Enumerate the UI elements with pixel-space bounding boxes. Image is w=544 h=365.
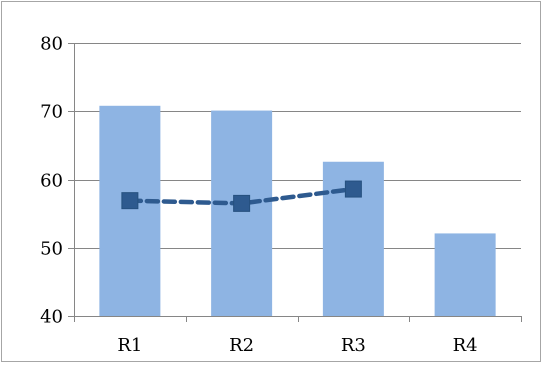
axes [68,43,522,322]
y-tick-label: 50 [40,239,63,260]
x-tick-label: R3 [341,335,366,356]
y-tick-labels: 40 50 60 70 80 [40,34,63,328]
x-tick-label: R4 [453,335,478,356]
bar-R1 [99,105,161,316]
x-tick-labels: R1 R2 R3 R4 [117,335,477,356]
line-marker-R2 [233,194,251,212]
line-marker-R3 [344,180,362,198]
bar-R4 [434,233,496,316]
bar-R2 [211,110,273,316]
x-tick-label: R1 [117,335,142,356]
y-tick-label: 40 [40,307,63,328]
y-tick-label: 80 [40,34,63,55]
line-marker-R1 [121,192,139,210]
y-tick-label: 60 [40,171,63,192]
x-tick-label: R2 [229,335,254,356]
y-tick-label: 70 [40,102,63,123]
line-series [121,180,362,212]
bar-series [99,105,496,316]
